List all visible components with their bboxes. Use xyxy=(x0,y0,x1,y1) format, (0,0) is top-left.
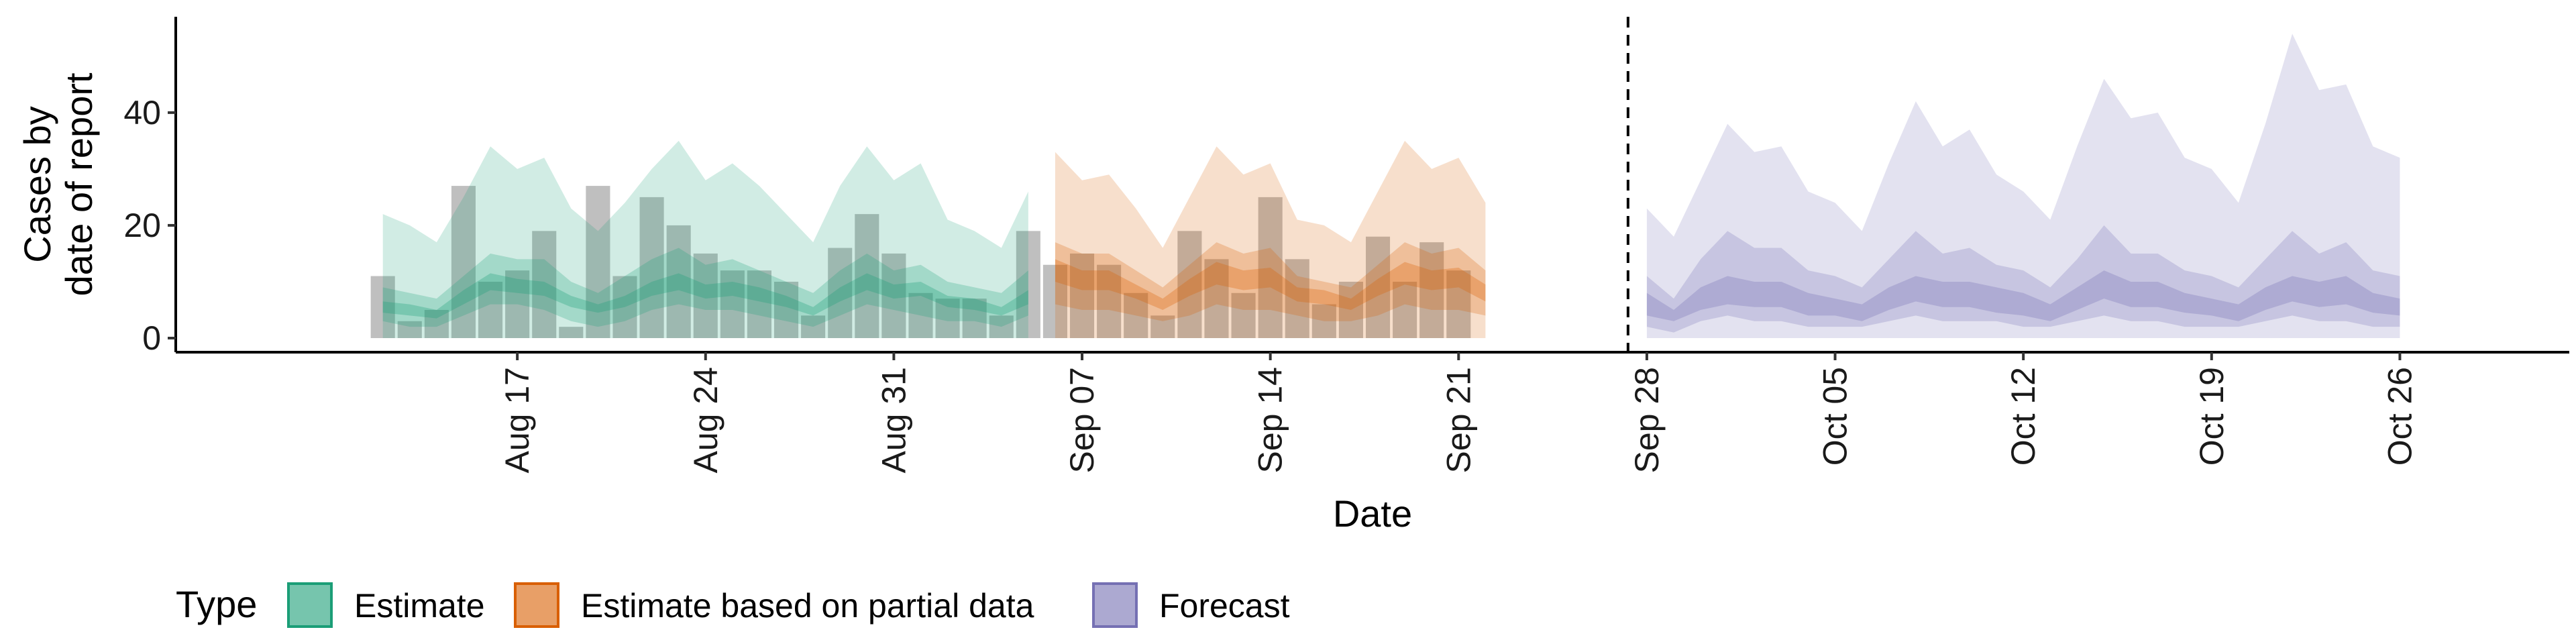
x-tick-label: Aug 17 xyxy=(498,367,536,473)
y-axis-title-line: date of report xyxy=(58,72,100,297)
estimate-ci-90-band xyxy=(382,140,1028,338)
legend-key-2 xyxy=(1092,582,1138,628)
reported-cases-bar xyxy=(989,315,1014,338)
axes: 0 20 40 Aug 17 Aug 24 Aug 31 Sep 07 Sep 14 Sep 2… xyxy=(16,17,2569,535)
reported-cases-bar xyxy=(935,299,960,338)
forecast-ci-50-band xyxy=(1646,225,2400,333)
estimate-based-on-partial-data-ci-20-band xyxy=(1055,259,1486,310)
reported-cases-bar xyxy=(586,186,610,338)
reported-cases-bar xyxy=(1311,304,1336,338)
x-tick-label: Sep 21 xyxy=(1440,367,1477,473)
reported-cases-bar xyxy=(828,248,853,338)
reported-cases-bar xyxy=(720,270,745,338)
reported-cases-bar xyxy=(1124,292,1148,338)
reported-cases-bar xyxy=(451,186,476,338)
reported-cases-bar xyxy=(1393,281,1417,338)
estimate-based-on-partial-data-ci-50-band xyxy=(1055,242,1486,321)
legend-label: Estimate based on partial data xyxy=(581,587,1034,625)
estimate-ci-50-band xyxy=(382,248,1028,327)
legend-label: Forecast xyxy=(1159,587,1290,625)
reported-cases-bars xyxy=(370,186,1471,338)
legend: Type Estimate Estimate based on partial da… xyxy=(176,582,1290,628)
reported-cases-bar xyxy=(1285,259,1309,338)
reported-cases-bar xyxy=(1069,253,1095,338)
reported-cases-bar xyxy=(397,321,422,338)
reported-cases-bar xyxy=(505,270,530,338)
reported-cases-bar xyxy=(639,197,664,338)
legend-title: Type xyxy=(176,583,257,625)
reported-cases-bar xyxy=(908,292,933,338)
reported-cases-bar xyxy=(881,253,906,338)
x-tick-label: Oct 26 xyxy=(2381,367,2418,466)
y-tick-label: 40 xyxy=(123,94,161,131)
estimate-bands xyxy=(382,34,2400,338)
reported-cases-bar xyxy=(1097,264,1122,338)
forecast-ci-90-band xyxy=(1646,34,2400,338)
reported-cases-bar xyxy=(774,281,799,338)
x-tick-label: Sep 07 xyxy=(1063,367,1101,473)
reported-cases-bar xyxy=(693,253,718,338)
x-tick-label: Oct 05 xyxy=(1817,367,1854,466)
legend-key-1 xyxy=(514,582,559,628)
x-tick-label: Sep 28 xyxy=(1628,367,1666,473)
legend-key-0 xyxy=(287,582,333,628)
reported-cases-bar xyxy=(370,276,395,338)
y-tick-label: 0 xyxy=(142,319,161,357)
reported-cases-bar xyxy=(1419,242,1444,338)
reported-cases-bar xyxy=(1204,259,1229,338)
reported-cases-bar xyxy=(478,281,503,338)
reported-cases-bar xyxy=(1042,264,1067,338)
legend-label: Estimate xyxy=(354,587,485,625)
reported-cases-bar xyxy=(559,327,584,338)
reported-cases-bar xyxy=(962,299,987,338)
x-tick-label: Oct 19 xyxy=(2193,367,2231,466)
x-tick-label: Sep 14 xyxy=(1252,367,1289,473)
reported-cases-bar xyxy=(612,276,637,338)
reported-cases-bar xyxy=(1016,231,1040,338)
reported-cases-bar xyxy=(1231,292,1256,338)
x-tick-label: Aug 31 xyxy=(875,367,912,473)
y-tick-label: 20 xyxy=(123,207,161,244)
forecast-ci-20-band xyxy=(1646,270,2400,321)
reported-cases-bar xyxy=(424,309,449,338)
x-tick-label: Oct 12 xyxy=(2004,367,2042,466)
reported-cases-bar xyxy=(1365,236,1391,338)
x-axis-title: Date xyxy=(1333,492,1412,535)
reported-cases-bar xyxy=(801,315,826,338)
reported-cases-bar xyxy=(666,225,691,338)
x-tick-label: Aug 24 xyxy=(687,367,724,473)
reported-cases-bar xyxy=(855,214,879,338)
reported-cases-bar xyxy=(1177,231,1202,338)
y-axis-title: Cases bydate of report xyxy=(16,72,100,297)
y-axis-title-line: Cases by xyxy=(16,106,58,262)
reported-cases-bar xyxy=(1446,270,1471,338)
reported-cases-bar xyxy=(747,270,771,338)
estimate-ci-20-band xyxy=(382,273,1028,319)
reported-cases-bar xyxy=(1258,197,1283,338)
estimate-based-on-partial-data-ci-90-band xyxy=(1055,140,1486,338)
reported-cases-bar xyxy=(1338,281,1363,338)
reported-cases-bar xyxy=(1150,315,1175,338)
reported-cases-bar xyxy=(532,231,557,338)
